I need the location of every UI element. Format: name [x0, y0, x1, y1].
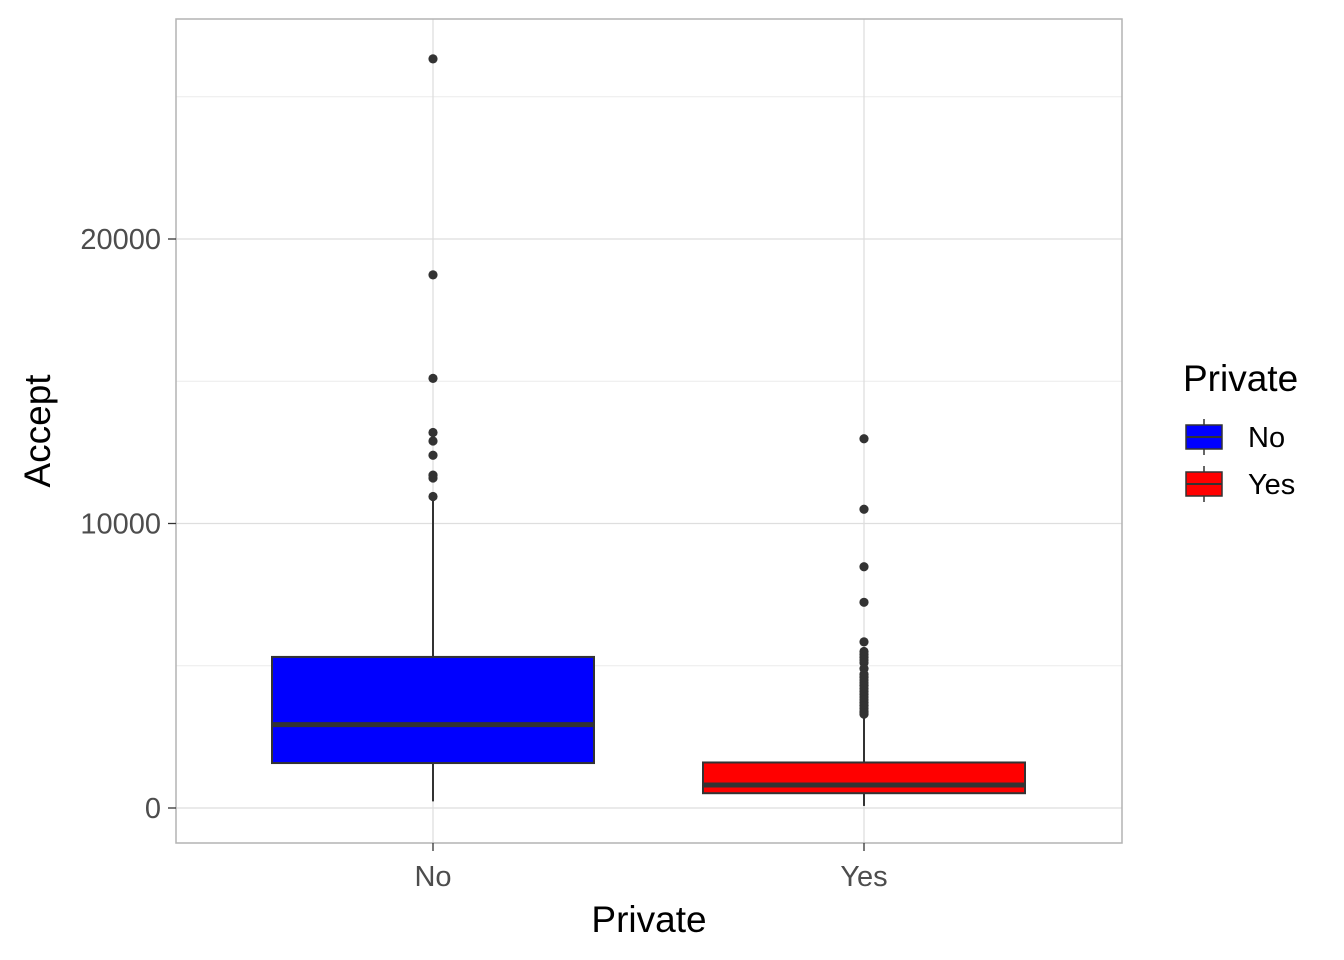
x-axis-title: Private — [591, 899, 706, 940]
y-tick-label: 10000 — [80, 509, 161, 541]
outlier-point — [859, 562, 869, 572]
outlier-point — [428, 373, 438, 384]
outlier-point — [428, 436, 438, 446]
legend-title: Private — [1183, 358, 1298, 399]
axes: 0 10000 20000 No Yes — [80, 224, 887, 893]
legend-item-no: No — [1185, 419, 1285, 455]
outlier-point — [428, 491, 438, 502]
outlier-point — [428, 54, 438, 64]
x-tick-label: No — [414, 861, 451, 893]
outlier-point — [428, 270, 438, 280]
box-yes — [702, 434, 1026, 806]
iqr-box — [271, 655, 595, 765]
legend-item-yes: Yes — [1185, 466, 1295, 502]
outlier-point — [859, 709, 869, 719]
outlier-point — [859, 434, 869, 444]
iqr-box — [702, 761, 1026, 795]
boxes — [271, 54, 1026, 806]
box-no — [271, 54, 595, 802]
x-tick-label: Yes — [840, 861, 887, 893]
outlier-point — [859, 504, 869, 514]
plot-panel-border — [175, 18, 1123, 844]
outlier-point — [428, 473, 438, 483]
legend: Private No Yes — [1183, 358, 1298, 502]
y-tick-label: 20000 — [80, 224, 161, 256]
outlier-point — [428, 450, 438, 460]
outlier-point — [428, 427, 438, 438]
outlier-point — [859, 637, 869, 647]
y-tick-label: 0 — [145, 793, 161, 825]
legend-label: No — [1248, 422, 1285, 454]
y-axis-title: Accept — [17, 374, 58, 488]
outlier-point — [859, 597, 869, 607]
legend-label: Yes — [1248, 469, 1295, 501]
